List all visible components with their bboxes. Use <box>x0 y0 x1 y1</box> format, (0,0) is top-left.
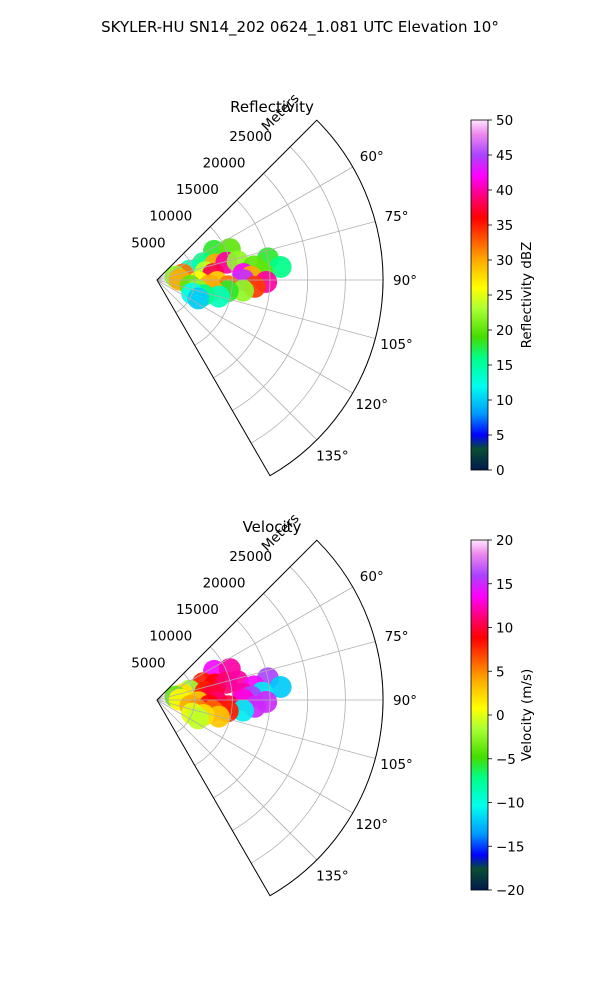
colorbar <box>470 119 489 471</box>
colorbar-tick-label: 5 <box>496 428 505 444</box>
colorbar-tick-label: 40 <box>496 183 513 199</box>
panel-title: Reflectivity <box>230 98 314 116</box>
sector-outline <box>156 539 384 897</box>
colorbar-tick-label: 0 <box>496 708 505 724</box>
colorbar-tick-label: 10 <box>496 621 513 637</box>
range-tick-label: 15000 <box>176 602 219 618</box>
range-tick-label: 10000 <box>149 629 192 645</box>
colorbar-tick-label: 15 <box>496 358 513 374</box>
azimuth-tick-label: 75° <box>385 209 409 225</box>
colorbar-tick-label: 20 <box>496 533 513 549</box>
range-tick-label: 20000 <box>203 575 246 591</box>
azimuth-tick-label: 105° <box>380 337 413 353</box>
azimuth-gridline <box>156 279 376 339</box>
range-ring <box>213 199 271 379</box>
reflectivity-panel: Reflectivity500010000150002000025000Mete… <box>131 91 535 479</box>
azimuth-gridline <box>156 279 318 441</box>
range-tick-label: 20000 <box>203 155 246 171</box>
colorbar-tick-label: −20 <box>496 883 525 899</box>
colorbar-tick-label: 25 <box>496 288 513 304</box>
azimuth-tick-label: 90° <box>393 273 417 289</box>
range-ring <box>194 646 233 766</box>
range-ring <box>250 566 346 864</box>
echo-cell <box>269 676 292 698</box>
azimuth-tick-label: 135° <box>316 868 349 884</box>
colorbar-tick-label: 45 <box>496 148 513 164</box>
colorbar-tick-label: −5 <box>496 752 516 768</box>
azimuth-tick-label: 60° <box>360 149 384 165</box>
azimuth-tick-label: 120° <box>356 397 389 413</box>
range-tick-label: 10000 <box>149 209 192 225</box>
panel-title: Velocity <box>243 518 302 536</box>
colorbar-tick-label: 5 <box>496 664 505 680</box>
colorbar-tick-label: 0 <box>496 463 505 479</box>
colorbar-tick-label: 50 <box>496 113 513 129</box>
range-ring <box>250 146 346 444</box>
echo-layer <box>164 658 292 730</box>
azimuth-tick-label: 120° <box>356 817 389 833</box>
colorbar-tick-label: 10 <box>496 393 513 409</box>
colorbar-tick-label: 35 <box>496 218 513 234</box>
azimuth-tick-label: 90° <box>393 693 417 709</box>
colorbar-tick-label: −15 <box>496 839 525 855</box>
azimuth-gridline <box>156 279 353 394</box>
velocity-panel: Velocity500010000150002000025000Meters60… <box>131 511 535 899</box>
range-tick-label: 25000 <box>229 549 272 565</box>
colorbar-tick-label: 30 <box>496 253 513 269</box>
azimuth-gridline <box>156 166 353 281</box>
range-ring <box>213 619 271 799</box>
azimuth-gridline <box>156 699 318 861</box>
range-ring <box>175 253 196 313</box>
azimuth-gridline <box>156 699 376 759</box>
azimuth-tick-label: 60° <box>360 569 384 585</box>
azimuth-tick-label: 135° <box>316 448 349 464</box>
range-tick-label: 5000 <box>131 655 165 671</box>
range-tick-label: 25000 <box>229 129 272 145</box>
echo-cell <box>269 256 292 278</box>
range-ring <box>194 226 233 346</box>
azimuth-gridline <box>156 586 353 701</box>
range-tick-label: 5000 <box>131 235 165 251</box>
range-ring <box>175 673 196 733</box>
azimuth-tick-label: 105° <box>380 757 413 773</box>
colorbar-label: Reflectivity dBZ <box>519 242 535 349</box>
colorbar <box>470 539 489 891</box>
colorbar-label: Velocity (m/s) <box>519 669 535 762</box>
range-tick-label: 15000 <box>176 182 219 198</box>
figure-title: SKYLER-HU SN14_202 0624_1.081 UTC Elevat… <box>101 18 499 37</box>
azimuth-gridline <box>156 699 353 814</box>
colorbar-tick-label: 15 <box>496 577 513 593</box>
sector-outline <box>156 119 384 477</box>
azimuth-tick-label: 75° <box>385 629 409 645</box>
colorbar-tick-label: −10 <box>496 796 525 812</box>
azimuth-gridline <box>156 641 376 701</box>
colorbar-tick-label: 20 <box>496 323 513 339</box>
azimuth-gridline <box>156 221 376 281</box>
